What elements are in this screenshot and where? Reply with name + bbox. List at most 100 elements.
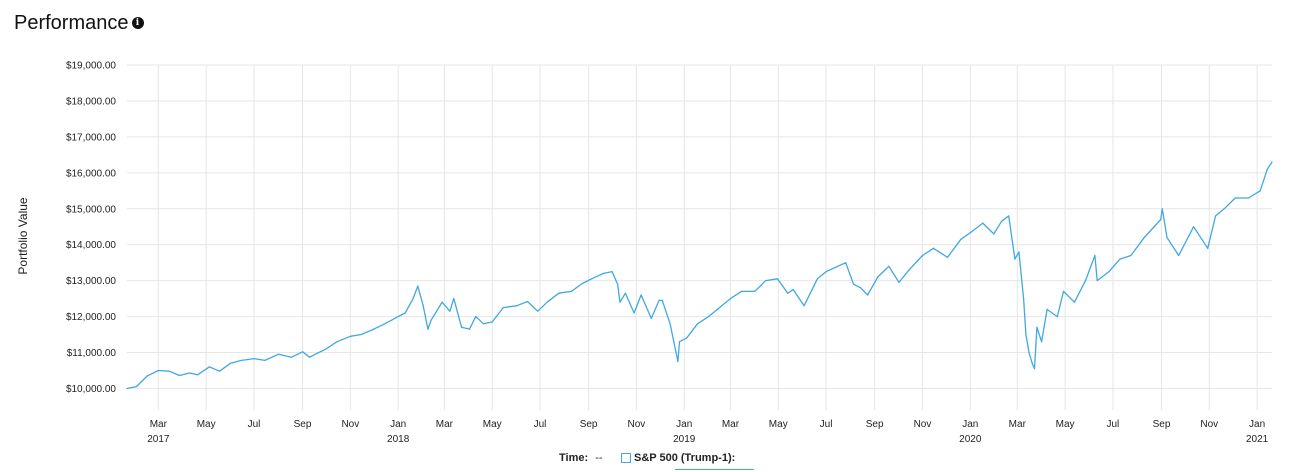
data-point — [491, 321, 493, 323]
data-point — [1160, 218, 1162, 221]
x-tick-label: Sep — [866, 419, 884, 430]
x-tick-label: Mar — [436, 419, 454, 430]
x-tick-label: Sep — [1153, 419, 1171, 430]
data-point — [1096, 280, 1098, 282]
data-point — [384, 323, 386, 325]
y-axis-label: Portfolio Value — [16, 197, 30, 274]
x-tick-year-label: 2021 — [1246, 434, 1269, 445]
x-tick-label: Nov — [1200, 419, 1218, 430]
data-point — [453, 297, 455, 300]
data-point — [845, 262, 847, 264]
data-point — [253, 358, 255, 360]
data-point — [1207, 247, 1209, 249]
data-point — [1033, 368, 1036, 370]
data-point — [412, 297, 414, 300]
data-point — [502, 306, 504, 309]
data-point — [611, 271, 613, 273]
data-point — [1271, 161, 1273, 163]
data-point — [475, 315, 477, 318]
data-point — [441, 301, 443, 303]
data-point — [404, 312, 406, 314]
data-point — [1028, 351, 1030, 354]
data-point — [397, 315, 399, 318]
x-tick-year-label: 2018 — [387, 434, 410, 445]
data-point — [624, 292, 627, 294]
data-point — [264, 359, 266, 362]
data-point — [349, 335, 351, 337]
data-point — [1094, 254, 1096, 257]
y-tick-label: $11,000.00 — [67, 348, 117, 359]
data-point — [591, 278, 593, 280]
data-point — [135, 386, 138, 388]
time-value: -- — [595, 452, 603, 464]
x-tick-label: May — [483, 419, 502, 430]
data-point — [240, 359, 243, 362]
data-point — [677, 360, 679, 363]
y-tick-label: $13,000.00 — [66, 276, 116, 287]
data-point — [309, 356, 311, 358]
data-point — [718, 306, 721, 309]
y-tick-label: $18,000.00 — [66, 96, 116, 107]
data-point — [1022, 297, 1025, 300]
data-point — [888, 265, 890, 267]
data-point — [218, 370, 221, 372]
legend-item-sp500[interactable]: S&P 500 (Trump-1): — [621, 452, 735, 464]
x-tick-label: Nov — [628, 419, 646, 430]
data-point — [1056, 315, 1058, 318]
data-point — [1040, 341, 1043, 343]
x-tick-label: Jan — [676, 419, 692, 430]
data-point — [1247, 197, 1250, 199]
info-icon[interactable]: i — [131, 16, 144, 29]
data-point — [515, 305, 518, 307]
title-row: Performance i — [14, 12, 144, 35]
data-point — [1178, 254, 1180, 257]
data-point — [301, 351, 304, 353]
data-point — [707, 315, 710, 318]
data-point — [1266, 168, 1268, 170]
data-point — [229, 362, 232, 364]
data-point — [993, 233, 995, 235]
data-point — [729, 297, 732, 300]
data-point — [196, 374, 199, 376]
data-point — [970, 231, 972, 233]
data-point — [946, 256, 949, 258]
data-point — [1014, 258, 1016, 260]
data-point — [189, 372, 191, 374]
x-tick-year-label: 2019 — [673, 434, 696, 445]
series-line — [126, 161, 1273, 390]
y-tick-label: $17,000.00 — [66, 132, 116, 143]
x-tick-label: Mar — [150, 419, 168, 430]
data-point — [765, 280, 767, 282]
data-point — [1036, 326, 1038, 328]
x-tick-label: Jul — [248, 419, 261, 430]
data-point — [982, 222, 984, 224]
data-point — [1073, 301, 1076, 303]
y-tick-label: $15,000.00 — [66, 204, 116, 215]
data-point — [482, 323, 485, 325]
data-point — [126, 387, 128, 390]
data-point — [1119, 258, 1121, 260]
x-tick-label: Jan — [390, 419, 406, 430]
data-point — [558, 292, 560, 294]
data-point — [146, 375, 148, 377]
data-point — [290, 356, 293, 358]
data-point — [526, 300, 529, 303]
data-point — [633, 312, 635, 314]
data-point — [640, 294, 642, 296]
data-point — [867, 294, 869, 296]
page-title: Performance — [14, 12, 129, 34]
data-point — [921, 254, 924, 257]
legend-series-label: S&P 500 (Trump-1): — [634, 452, 736, 464]
data-point — [581, 282, 583, 285]
data-point — [661, 299, 663, 301]
data-point — [898, 281, 900, 284]
data-point — [617, 283, 619, 285]
x-tick-label: Mar — [722, 419, 740, 430]
data-point — [325, 348, 327, 350]
data-point — [776, 278, 779, 280]
data-point — [678, 341, 681, 343]
x-tick-label: Sep — [580, 419, 598, 430]
data-point — [960, 238, 962, 240]
x-tick-label: Jul — [534, 419, 547, 430]
data-point — [360, 333, 362, 336]
